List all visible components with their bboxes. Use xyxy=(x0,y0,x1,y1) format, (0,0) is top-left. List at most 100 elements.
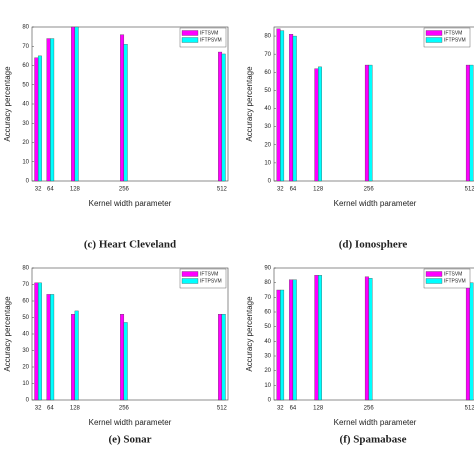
bar xyxy=(218,314,223,401)
bar xyxy=(50,294,55,401)
y-tick-label: 0 xyxy=(26,398,30,404)
bar xyxy=(314,68,319,182)
plot-area xyxy=(273,26,474,182)
legend-swatch xyxy=(425,278,443,284)
bar xyxy=(276,289,281,401)
y-tick-label: 80 xyxy=(22,25,29,31)
y-tick-label: 40 xyxy=(264,106,271,112)
caption: (c) Heart Cleveland xyxy=(84,239,176,251)
bar xyxy=(34,57,39,182)
bar xyxy=(46,38,51,182)
x-tick-label: 512 xyxy=(217,406,228,412)
bar xyxy=(364,276,369,401)
y-tick-label: 40 xyxy=(264,339,271,345)
caption: (d) Ionosphere xyxy=(339,239,408,251)
legend-swatch xyxy=(181,37,199,43)
y-tick-label: 60 xyxy=(22,299,29,305)
y-tick-label: 30 xyxy=(22,348,29,354)
y-axis-label: Accuracy percentage xyxy=(245,296,254,372)
x-tick-label: 256 xyxy=(119,406,130,412)
y-tick-label: 30 xyxy=(22,121,29,127)
y-tick-label: 80 xyxy=(264,280,271,286)
legend-label: IFTPSVM xyxy=(444,37,466,43)
x-tick-label: 512 xyxy=(465,187,474,193)
y-tick-label: 90 xyxy=(264,266,271,272)
x-tick-label: 128 xyxy=(313,187,324,193)
x-axis-label: Kernel width parameter xyxy=(334,199,417,208)
x-tick-label: 256 xyxy=(364,187,375,193)
y-tick-label: 20 xyxy=(264,368,271,374)
y-tick-label: 50 xyxy=(264,88,271,94)
bar xyxy=(34,282,39,401)
bar xyxy=(289,34,294,182)
caption: (e) Sonar xyxy=(108,434,151,446)
y-tick-label: 50 xyxy=(264,324,271,330)
y-tick-label: 50 xyxy=(22,315,29,321)
x-tick-label: 32 xyxy=(35,406,42,412)
y-tick-label: 50 xyxy=(22,82,29,88)
y-tick-label: 40 xyxy=(22,102,29,108)
plot-area xyxy=(31,267,229,401)
y-tick-label: 10 xyxy=(22,381,29,387)
legend-swatch xyxy=(181,271,199,277)
bar xyxy=(120,34,125,182)
legend-label: IFTPSVM xyxy=(200,37,222,43)
y-tick-label: 0 xyxy=(26,179,30,185)
bar xyxy=(318,66,322,182)
bar xyxy=(292,279,297,401)
x-tick-label: 32 xyxy=(35,187,42,193)
y-tick-label: 70 xyxy=(22,282,29,288)
x-tick-label: 64 xyxy=(290,406,297,412)
y-tick-label: 70 xyxy=(264,52,271,58)
bar xyxy=(292,35,297,182)
legend-label: IFTSVM xyxy=(444,271,462,277)
bar xyxy=(465,64,470,182)
y-tick-label: 80 xyxy=(22,266,29,272)
bar xyxy=(280,289,285,401)
x-tick-label: 64 xyxy=(47,406,54,412)
y-tick-label: 0 xyxy=(268,179,272,185)
bar xyxy=(50,38,55,182)
legend-swatch xyxy=(425,271,443,277)
bar xyxy=(221,53,226,182)
y-axis-label: Accuracy percentage xyxy=(245,66,254,142)
legend-swatch xyxy=(425,37,443,43)
bar xyxy=(74,26,79,182)
x-tick-label: 64 xyxy=(47,187,54,193)
x-tick-label: 512 xyxy=(217,187,228,193)
y-tick-label: 30 xyxy=(264,354,271,360)
x-tick-label: 32 xyxy=(277,406,284,412)
y-axis-label: Accuracy percentage xyxy=(3,296,12,372)
y-tick-label: 40 xyxy=(22,332,29,338)
legend-label: IFTSVM xyxy=(444,30,462,36)
bar xyxy=(469,64,474,182)
x-tick-label: 512 xyxy=(465,406,474,412)
y-tick-label: 10 xyxy=(264,160,271,166)
caption: (f) Spamabase xyxy=(340,434,407,446)
bar xyxy=(368,64,373,182)
y-tick-label: 20 xyxy=(264,142,271,148)
bar xyxy=(469,282,474,401)
x-tick-label: 256 xyxy=(119,187,130,193)
y-tick-label: 10 xyxy=(22,159,29,165)
bar xyxy=(74,310,79,401)
plot-area xyxy=(31,26,229,182)
y-tick-label: 30 xyxy=(264,124,271,130)
plot-area xyxy=(273,267,474,401)
legend-swatch xyxy=(181,30,199,36)
bar xyxy=(37,55,42,182)
x-tick-label: 64 xyxy=(290,187,297,193)
y-tick-label: 60 xyxy=(264,310,271,316)
y-tick-label: 20 xyxy=(22,140,29,146)
legend-label: IFTSVM xyxy=(200,30,218,36)
y-tick-label: 70 xyxy=(264,295,271,301)
y-tick-label: 60 xyxy=(264,70,271,76)
bar xyxy=(218,51,223,182)
bar xyxy=(289,279,294,401)
y-axis-label: Accuracy percentage xyxy=(3,66,12,142)
x-tick-label: 32 xyxy=(277,187,284,193)
y-tick-label: 60 xyxy=(22,63,29,69)
bar xyxy=(120,314,125,401)
bar xyxy=(37,282,42,401)
